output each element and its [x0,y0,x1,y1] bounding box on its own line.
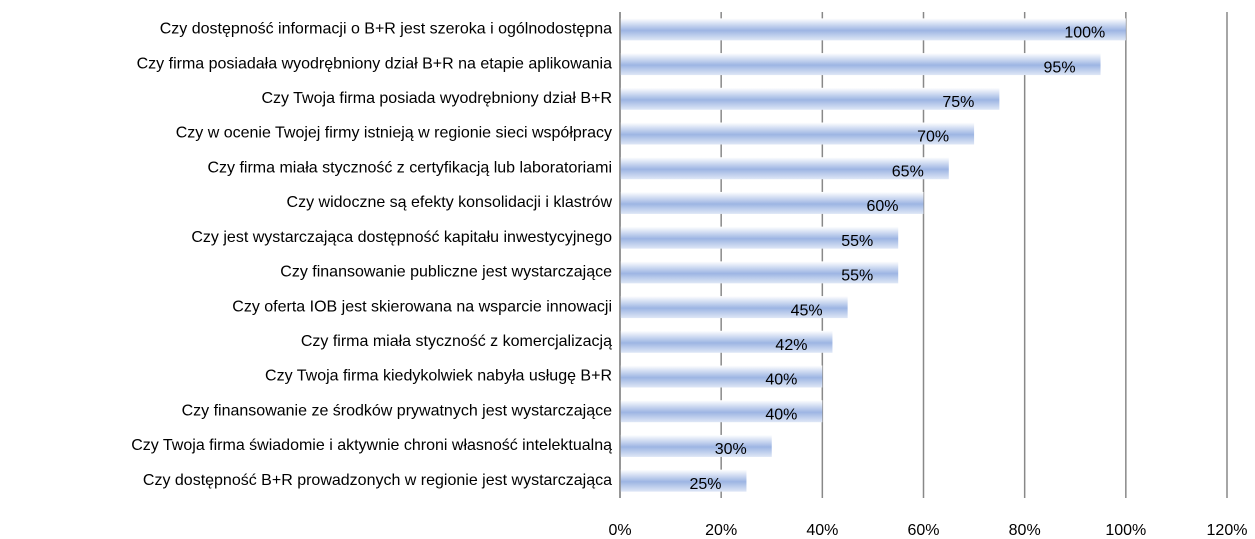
y-tick-label: Czy Twoja firma kiedykolwiek nabyła usłu… [265,368,612,385]
value-label: 40% [765,406,797,423]
y-tick-label: Czy dostępność informacji o B+R jest sze… [160,21,612,38]
bar [620,157,949,180]
value-label: 95% [1044,59,1076,76]
y-tick-label: Czy oferta IOB jest skierowana na wsparc… [232,298,612,315]
bar [620,261,899,284]
y-tick-label: Czy Twoja firma świadomie i aktywnie chr… [131,437,612,454]
bar [620,296,848,319]
bar [620,191,924,214]
bar [620,469,747,492]
value-label: 60% [866,198,898,215]
x-tick-label: 120% [1207,522,1248,539]
x-tick-label: 40% [806,522,838,539]
bar [620,330,833,353]
y-tick-label: Czy dostępność B+R prowadzonych w region… [143,472,612,489]
x-tick-label: 80% [1009,522,1041,539]
value-label: 45% [791,302,823,319]
value-label: 70% [917,129,949,146]
x-tick-label: 100% [1105,522,1146,539]
y-tick-label: Czy widoczne są efekty konsolidacji i kl… [287,194,613,211]
value-label: 65% [892,163,924,180]
y-tick-label: Czy finansowanie publiczne jest wystarcz… [280,264,612,281]
value-label: 75% [942,94,974,111]
value-label: 40% [765,372,797,389]
value-label: 100% [1064,25,1105,42]
y-tick-label: Czy Twoja firma posiada wyodrębniony dzi… [261,90,612,107]
bar [620,18,1126,41]
bar [620,87,1000,110]
y-tick-label: Czy finansowanie ze środków prywatnych j… [182,402,613,419]
x-tick-label: 20% [705,522,737,539]
value-label: 42% [775,337,807,354]
y-tick-label: Czy w ocenie Twojej firmy istnieją w reg… [176,125,612,142]
bar [620,53,1101,76]
bar [620,365,823,388]
x-tick-label: 60% [907,522,939,539]
y-tick-label: Czy firma miała styczność z komercjaliza… [301,333,612,350]
bar [620,434,772,457]
value-label: 55% [841,268,873,285]
bar [620,122,975,145]
bar [620,400,823,423]
value-label: 25% [689,476,721,493]
bar [620,226,899,249]
y-tick-label: Czy firma miała styczność z certyfikacją… [207,159,612,176]
value-label: 55% [841,233,873,250]
value-label: 30% [715,441,747,458]
y-tick-label: Czy firma posiadała wyodrębniony dział B… [137,55,612,72]
y-tick-label: Czy jest wystarczająca dostępność kapita… [191,229,612,246]
x-tick-label: 0% [608,522,631,539]
